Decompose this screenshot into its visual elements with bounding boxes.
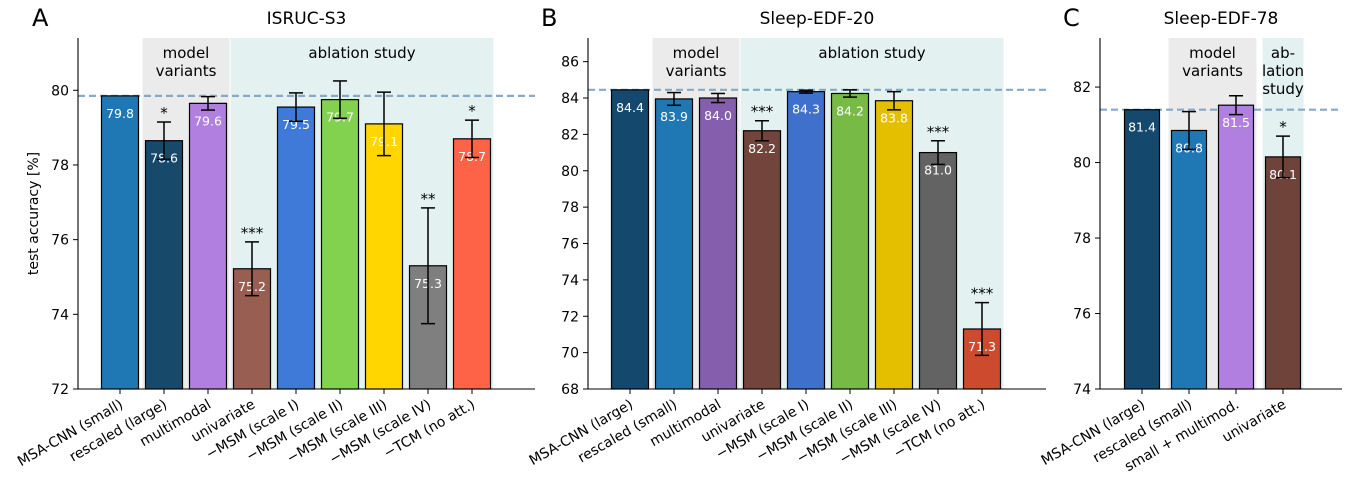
bar-value-label: 81.0 [924, 163, 952, 178]
region-label: ablation study [308, 44, 415, 62]
region-label: model [1189, 44, 1236, 62]
significance-marker: * [1279, 118, 1287, 136]
bar [144, 140, 184, 390]
bar [232, 268, 272, 390]
significance-marker: * [160, 104, 168, 122]
panel-letter: B [541, 4, 557, 32]
region-label: model [163, 44, 210, 62]
y-tick-label: 80 [1073, 156, 1091, 172]
bar [874, 100, 914, 390]
y-tick-label: 82 [1073, 80, 1091, 96]
significance-marker: ** [421, 190, 437, 208]
y-tick-label: 70 [561, 346, 579, 362]
region-label: model [673, 44, 720, 62]
bar [1264, 156, 1302, 390]
bar-value-label: 84.0 [704, 108, 732, 123]
y-tick-label: 78 [51, 158, 69, 174]
bar-value-label: 81.5 [1222, 115, 1250, 130]
y-tick-label: 68 [561, 382, 579, 398]
significance-marker: *** [751, 103, 774, 121]
bar-value-label: 84.2 [836, 103, 864, 118]
region-label: variants [666, 62, 727, 80]
region-background [740, 38, 1004, 389]
bar-value-label: 84.3 [792, 102, 820, 117]
region-label: lation [1262, 62, 1304, 80]
significance-marker: *** [241, 224, 264, 242]
y-tick-label: 78 [561, 200, 579, 216]
region-label: ablation study [818, 44, 925, 62]
y-tick-label: 76 [51, 233, 69, 249]
y-tick-label: 72 [51, 382, 69, 398]
panel-title: Sleep-EDF-78 [1164, 9, 1279, 29]
region-label: variants [1182, 62, 1243, 80]
significance-marker: * [468, 102, 476, 120]
y-tick-label: 86 [561, 55, 579, 71]
bar [610, 89, 650, 390]
y-tick-label: 80 [561, 164, 579, 180]
bar [918, 151, 958, 390]
significance-marker: *** [927, 123, 950, 141]
bar [742, 130, 782, 390]
bar [830, 92, 870, 390]
bar [1170, 129, 1208, 390]
panel-letter: C [1063, 4, 1080, 32]
bar [452, 138, 492, 390]
bar-value-label: 83.9 [660, 109, 688, 124]
bar-value-label: 79.8 [106, 106, 134, 121]
y-tick-label: 78 [1073, 231, 1091, 247]
y-tick-label: 74 [561, 273, 579, 289]
panel-letter: A [32, 4, 49, 32]
bar [1123, 109, 1161, 390]
bar [654, 98, 694, 390]
y-tick-label: 84 [561, 91, 579, 107]
bar [786, 91, 826, 390]
y-tick-label: 76 [1073, 307, 1091, 323]
bar [364, 123, 404, 390]
bar [698, 97, 738, 390]
region-label: variants [156, 62, 217, 80]
y-tick-label: 76 [561, 237, 579, 253]
panel-title: Sleep-EDF-20 [760, 9, 875, 29]
bar-value-label: 82.2 [748, 141, 776, 156]
region-label: ab- [1271, 44, 1295, 62]
bar [276, 106, 316, 390]
bar-value-label: 81.4 [1128, 120, 1156, 135]
bar [100, 95, 140, 390]
bar-value-label: 83.8 [880, 111, 908, 126]
y-tick-label: 82 [561, 127, 579, 143]
bar [320, 99, 360, 390]
y-tick-label: 72 [561, 309, 579, 325]
y-tick-label: 74 [51, 307, 69, 323]
panel-title: ISRUC-S3 [267, 9, 347, 29]
bar [188, 102, 228, 390]
significance-marker: *** [971, 285, 994, 303]
bar [1217, 104, 1255, 390]
bar-value-label: 84.4 [616, 100, 644, 115]
bar-value-label: 79.6 [194, 113, 222, 128]
y-tick-label: 74 [1073, 382, 1091, 398]
y-axis-title: test accuracy [%] [26, 152, 42, 275]
region-label: study [1262, 80, 1304, 98]
region-background [230, 38, 494, 389]
y-tick-label: 80 [51, 83, 69, 99]
